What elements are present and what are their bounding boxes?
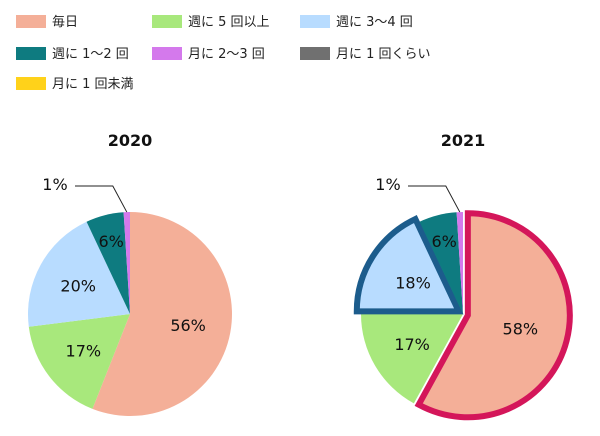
slice-2to3-month-2020: [123, 212, 130, 314]
data-label: 17%: [394, 335, 430, 354]
legend-swatch: [300, 47, 330, 60]
slice-3to4-week-2021: [353, 215, 464, 315]
legend-swatch: [152, 47, 182, 60]
data-label: 18%: [395, 273, 431, 292]
data-label: 20%: [60, 277, 96, 296]
slice-daily-2020: [92, 212, 232, 416]
pie-chart-2021: 2021 58% 17% 18% 6% 1%: [353, 131, 573, 421]
pie-title-2020: 2020: [108, 131, 153, 150]
data-label: 6%: [432, 232, 457, 251]
slice-1to2-week-2020: [86, 212, 130, 314]
legend-swatch: [16, 15, 46, 28]
slice-2to3-month-2021: [456, 212, 463, 314]
slice-daily-2021: [414, 210, 573, 421]
legend-label: 月に 2〜3 回: [188, 47, 265, 62]
legend-label: 週に 3〜4 回: [336, 15, 413, 30]
data-label: 17%: [66, 341, 102, 360]
pie-title-2021: 2021: [441, 131, 486, 150]
legend-label: 月に 1 回未満: [52, 77, 134, 92]
legend-swatch: [300, 15, 330, 28]
slice-1to2-week-2021: [419, 212, 463, 314]
legend-label: 週に 1〜2 回: [52, 47, 129, 62]
legend-label: 月に 1 回くらい: [336, 47, 431, 62]
legend: 毎日 週に 5 回以上 週に 3〜4 回週に 1〜2 回月に 2〜3 回月に 1 回…: [16, 14, 431, 92]
slice-3to4-week-2020: [27, 221, 130, 327]
leader-line: [408, 185, 461, 213]
legend-label: 毎日: [52, 14, 78, 30]
slice-5plus-week-2021: [361, 314, 463, 404]
leader-line: [75, 185, 128, 213]
data-label: 6%: [99, 232, 124, 251]
data-label: 1%: [375, 175, 400, 194]
data-label: 56%: [170, 316, 206, 335]
data-label: 58%: [503, 320, 539, 339]
legend-swatch: [16, 77, 46, 90]
slice-5plus-week-2020: [28, 314, 130, 409]
legend-swatch: [152, 15, 182, 28]
data-label: 1%: [42, 175, 67, 194]
legend-label: 週に 5 回以上: [188, 15, 270, 30]
pie-chart-2020: 2020 56% 17% 20% 6% 1%: [27, 131, 232, 416]
legend-swatch: [16, 47, 46, 60]
